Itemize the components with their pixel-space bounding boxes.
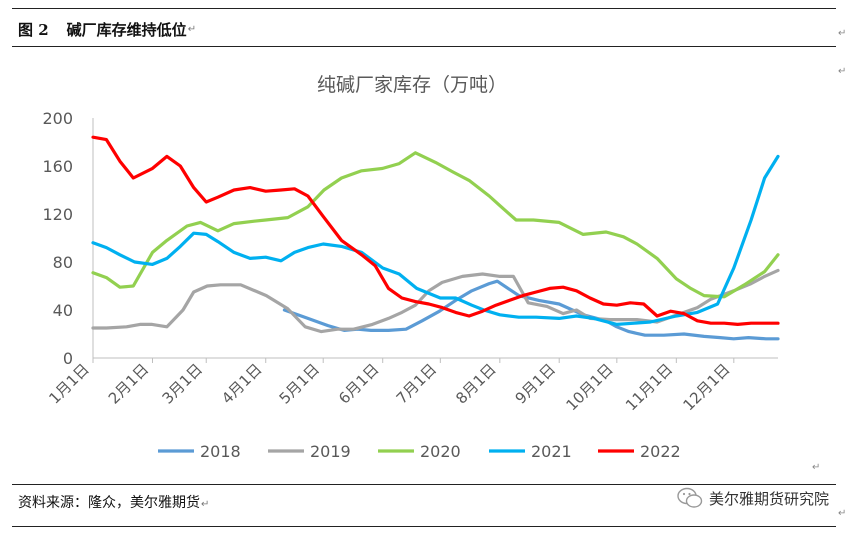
footer-rule bbox=[12, 526, 836, 527]
x-tick-label: 7月1日 bbox=[393, 360, 440, 407]
y-tick-label: 80 bbox=[53, 253, 73, 272]
x-tick-label: 5月1日 bbox=[276, 360, 323, 407]
y-tick-label: 120 bbox=[42, 205, 73, 224]
source-text: 资料来源：隆众，美尔雅期货 bbox=[18, 495, 200, 511]
paragraph-mark: ↵ bbox=[187, 23, 197, 35]
x-tick-label: 4月1日 bbox=[218, 360, 265, 407]
source-note: 资料来源：隆众，美尔雅期货↵ bbox=[18, 492, 209, 512]
x-tick-label: 11月1日 bbox=[622, 360, 676, 414]
y-tick-label: 160 bbox=[42, 157, 73, 176]
x-tick-label: 8月1日 bbox=[452, 360, 499, 407]
watermark-text: 美尔雅期货研究院 bbox=[708, 489, 829, 508]
watermark: 美尔雅期货研究院 bbox=[677, 487, 829, 509]
figure-title: 碱厂库存维持低位 bbox=[66, 20, 187, 39]
paragraph-mark-right-1: ↵ bbox=[838, 28, 847, 39]
paragraph-mark-footer: ↵ bbox=[838, 508, 847, 519]
x-tick-label: 6月1日 bbox=[335, 360, 382, 407]
legend-label-2018: 2018 bbox=[200, 442, 241, 461]
wechat-icon bbox=[677, 487, 703, 508]
x-tick-label: 10月1日 bbox=[562, 360, 616, 414]
chart-series bbox=[91, 135, 780, 341]
legend-label-2022: 2022 bbox=[640, 442, 681, 461]
series-line-2018 bbox=[282, 279, 780, 341]
legend-label-2019: 2019 bbox=[310, 442, 351, 461]
chart-legend: 2018 2019 2020 2021 2022 bbox=[158, 442, 681, 461]
chart-title: 纯碱厂家库存（万吨） bbox=[317, 74, 507, 96]
legend-label-2021: 2021 bbox=[531, 442, 572, 461]
series-line-2022 bbox=[91, 135, 780, 326]
y-tick-label: 40 bbox=[53, 301, 73, 320]
figure-number: 图 2 bbox=[18, 20, 49, 39]
x-tick-label: 3月1日 bbox=[159, 360, 206, 407]
legend-label-2020: 2020 bbox=[420, 442, 461, 461]
paragraph-mark-chart: ↵ bbox=[812, 462, 821, 473]
x-tick-label: 9月1日 bbox=[512, 360, 559, 407]
y-tick-label: 0 bbox=[63, 349, 73, 368]
bottom-rule bbox=[12, 484, 836, 485]
series-line-2021 bbox=[91, 154, 780, 326]
x-tick-label: 12月1日 bbox=[679, 360, 733, 414]
caption-rule bbox=[12, 46, 836, 47]
top-rule bbox=[12, 8, 836, 9]
y-tick-label: 200 bbox=[42, 109, 73, 128]
paragraph-mark-right-2: ↵ bbox=[838, 66, 847, 77]
figure-caption: 图 2 碱厂库存维持低位 ↵ bbox=[18, 16, 196, 42]
series-line-2020 bbox=[91, 151, 780, 299]
source-paragraph-mark: ↵ bbox=[201, 499, 210, 510]
x-tick-label: 2月1日 bbox=[105, 360, 152, 407]
